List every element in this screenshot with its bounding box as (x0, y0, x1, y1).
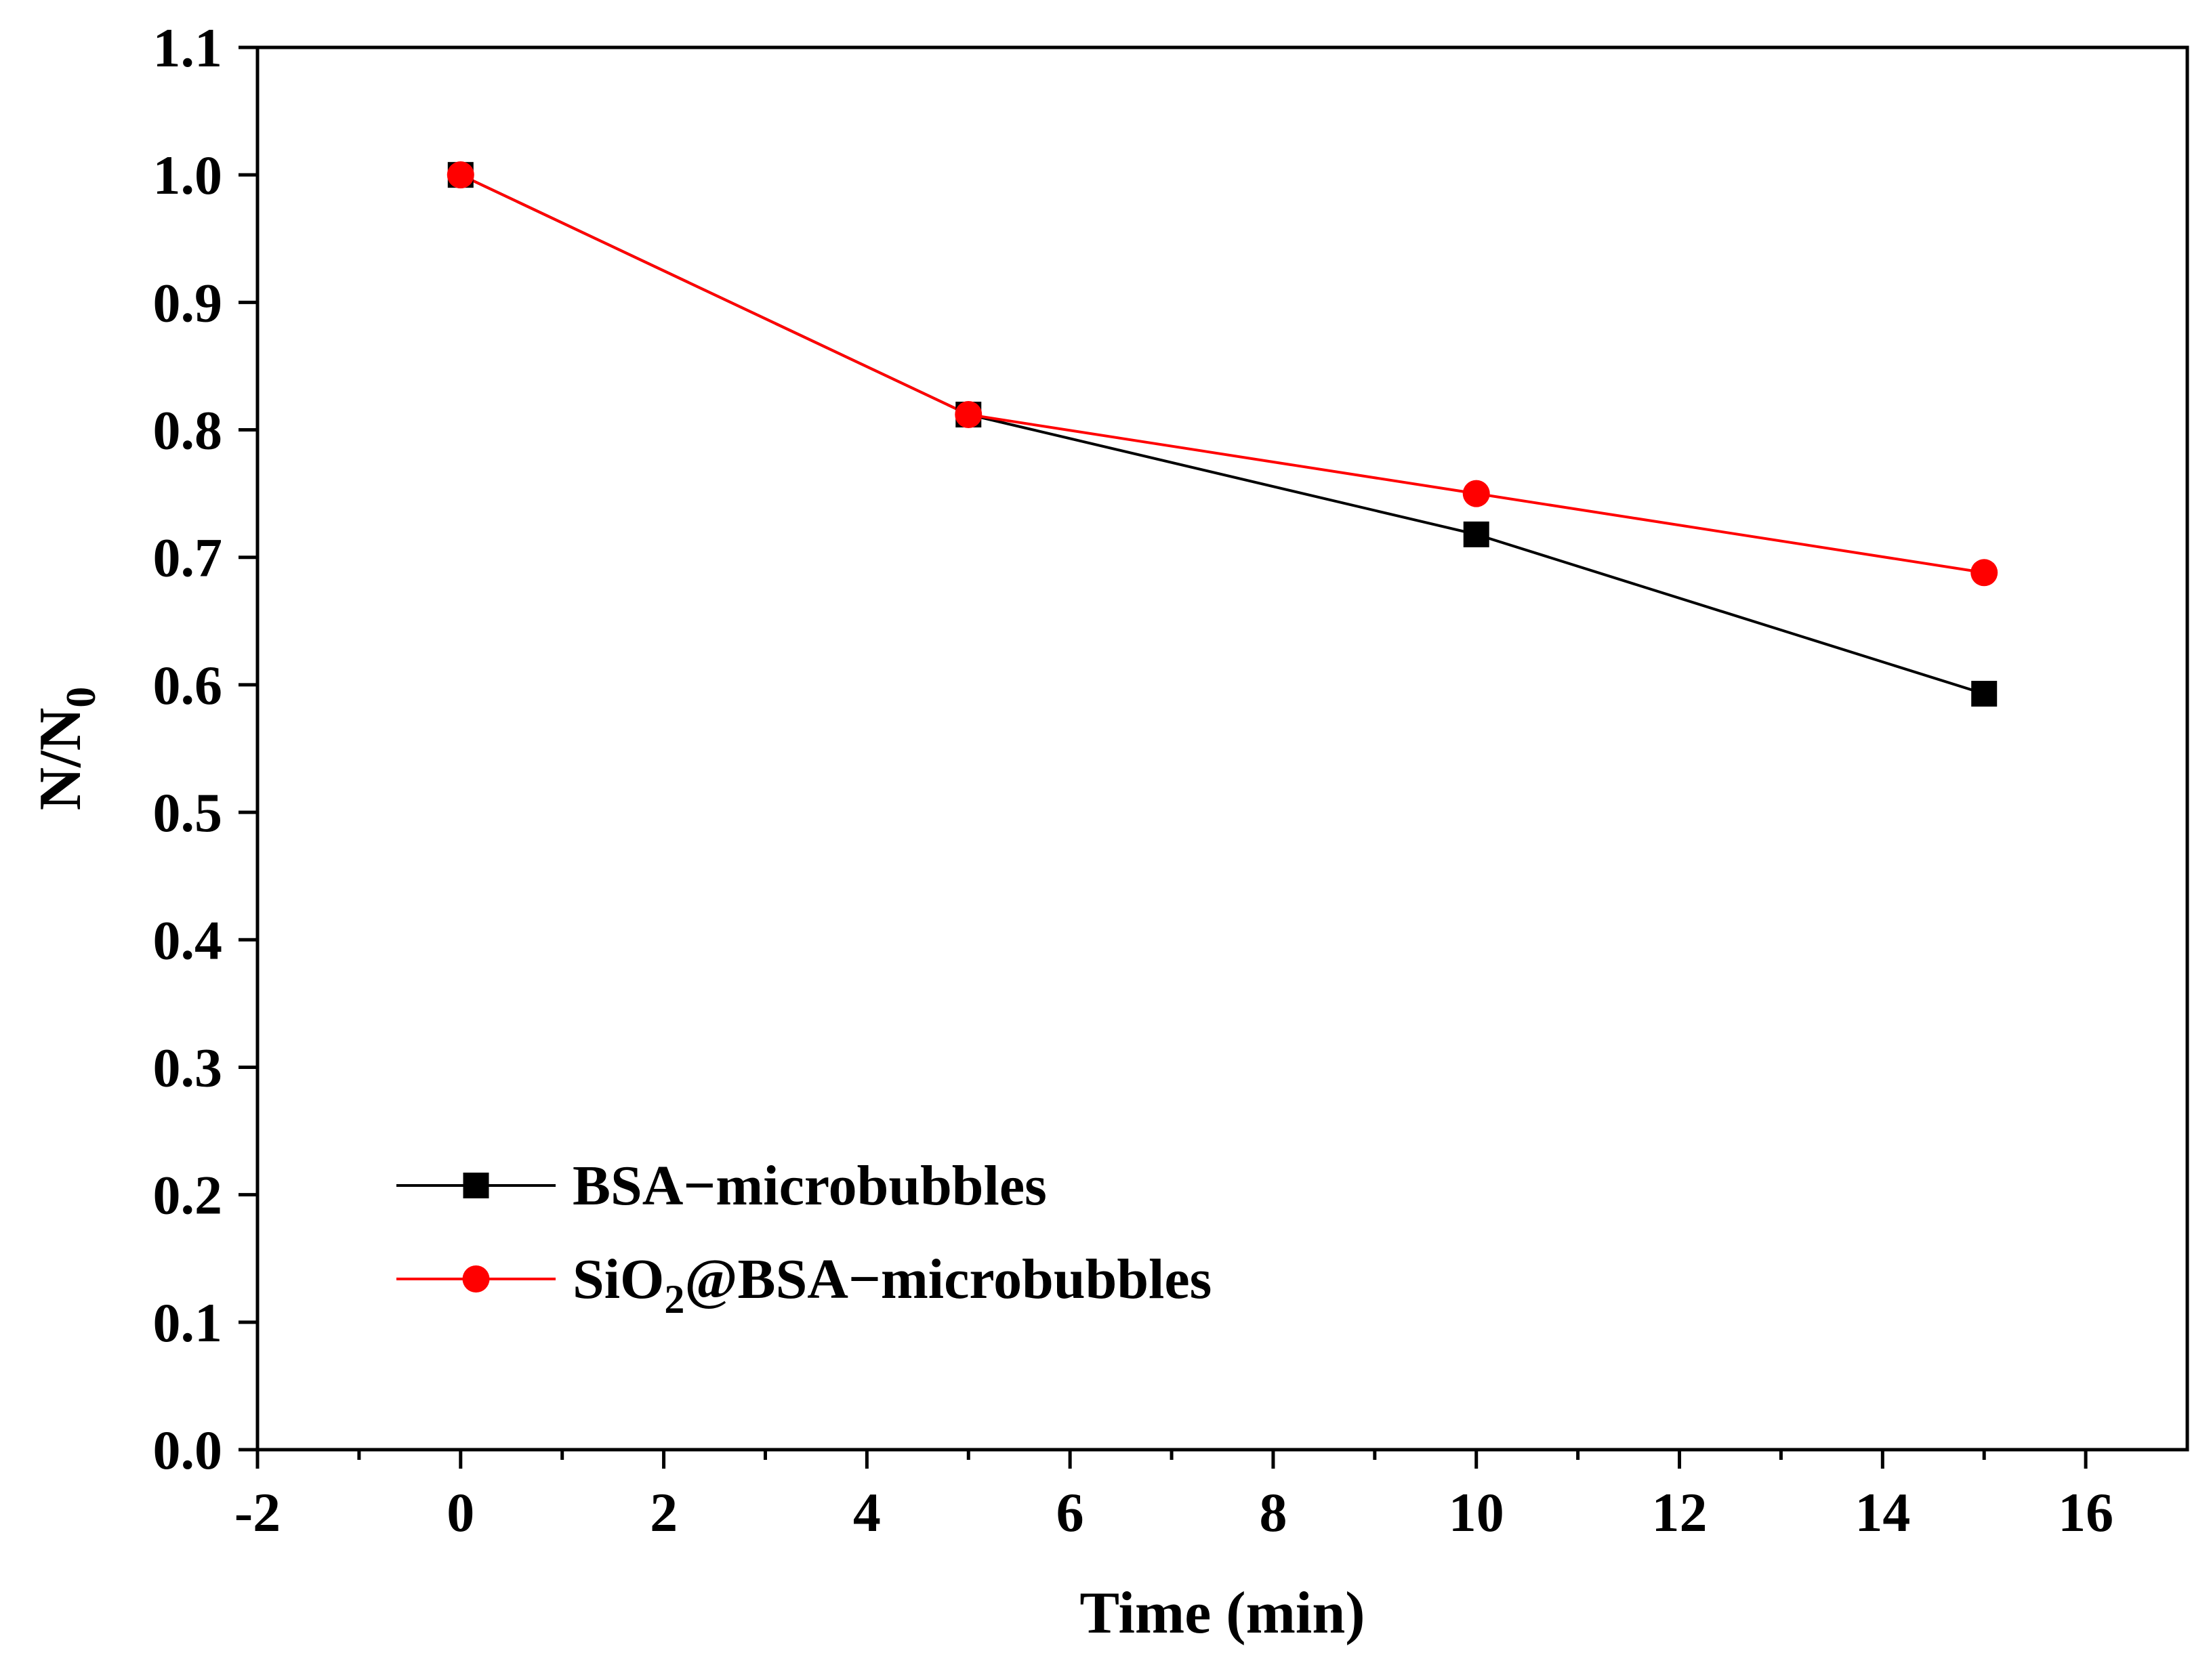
series-line-2 (459, 173, 1985, 574)
y-tick-label: 0.4 (153, 909, 223, 971)
axes-layer: -2 0 2 4 6 8 10 12 14 16 0.0 0.1 0.2 0.3 0.4 0.5 0.6 0.7 0… (153, 17, 2189, 1543)
series-line-1 (459, 173, 1985, 696)
data-point-circle (447, 161, 474, 189)
series-lines-layer (459, 173, 1985, 696)
y-axis-title-main: N/N (28, 708, 94, 811)
legend: BSA−microbubbles SiO2@BSA−microbubbles (396, 1154, 1212, 1322)
y-tick-label: 0.0 (153, 1419, 223, 1481)
data-point-square (1463, 521, 1489, 547)
x-tick-label: 8 (1259, 1482, 1287, 1543)
x-tick-label: 6 (1056, 1482, 1084, 1543)
y-tick-label: 0.2 (153, 1164, 223, 1226)
y-tick-label: 0.6 (153, 654, 223, 716)
y-tick-label: 0.1 (153, 1292, 223, 1353)
x-tick-label: 0 (447, 1482, 474, 1543)
x-tick-label: 16 (2058, 1482, 2113, 1543)
y-tick-label: 0.7 (153, 527, 223, 589)
y-tick-label: 0.5 (153, 782, 223, 843)
y-tick-label: 1.1 (153, 17, 223, 79)
legend-label: BSA−microbubbles (573, 1154, 1047, 1217)
y-axis-title-subscript: 0 (58, 687, 104, 708)
x-tick-label: 10 (1449, 1482, 1504, 1543)
x-tick-label: -2 (234, 1482, 281, 1543)
legend-label: SiO2@BSA−microbubbles (573, 1248, 1212, 1322)
x-axis-title: Time (min) (1079, 1580, 1365, 1646)
data-point-circle (955, 400, 983, 428)
y-tick-label: 0.3 (153, 1036, 223, 1098)
x-tick-label: 12 (1652, 1482, 1708, 1543)
y-axis-title: N/N0 (28, 687, 104, 811)
legend-marker-circle (462, 1265, 490, 1293)
plot-frame (255, 45, 2189, 1452)
legend-label-part: SiO (573, 1248, 664, 1311)
legend-label-part: @BSA−microbubbles (684, 1248, 1212, 1311)
legend-marker-square (463, 1173, 489, 1198)
y-tick-label: 0.9 (153, 272, 223, 333)
markers-layer (447, 161, 1998, 707)
x-tick-label: 2 (650, 1482, 678, 1543)
y-tick-label: 0.8 (153, 400, 223, 461)
x-tick-label: 14 (1855, 1482, 1910, 1543)
data-point-circle (1970, 559, 1998, 587)
legend-label-subscript: 2 (664, 1277, 684, 1322)
data-point-circle (1462, 480, 1490, 507)
data-point-square (1971, 681, 1998, 707)
y-tick-label: 1.0 (153, 144, 223, 206)
x-tick-label: 4 (853, 1482, 881, 1543)
